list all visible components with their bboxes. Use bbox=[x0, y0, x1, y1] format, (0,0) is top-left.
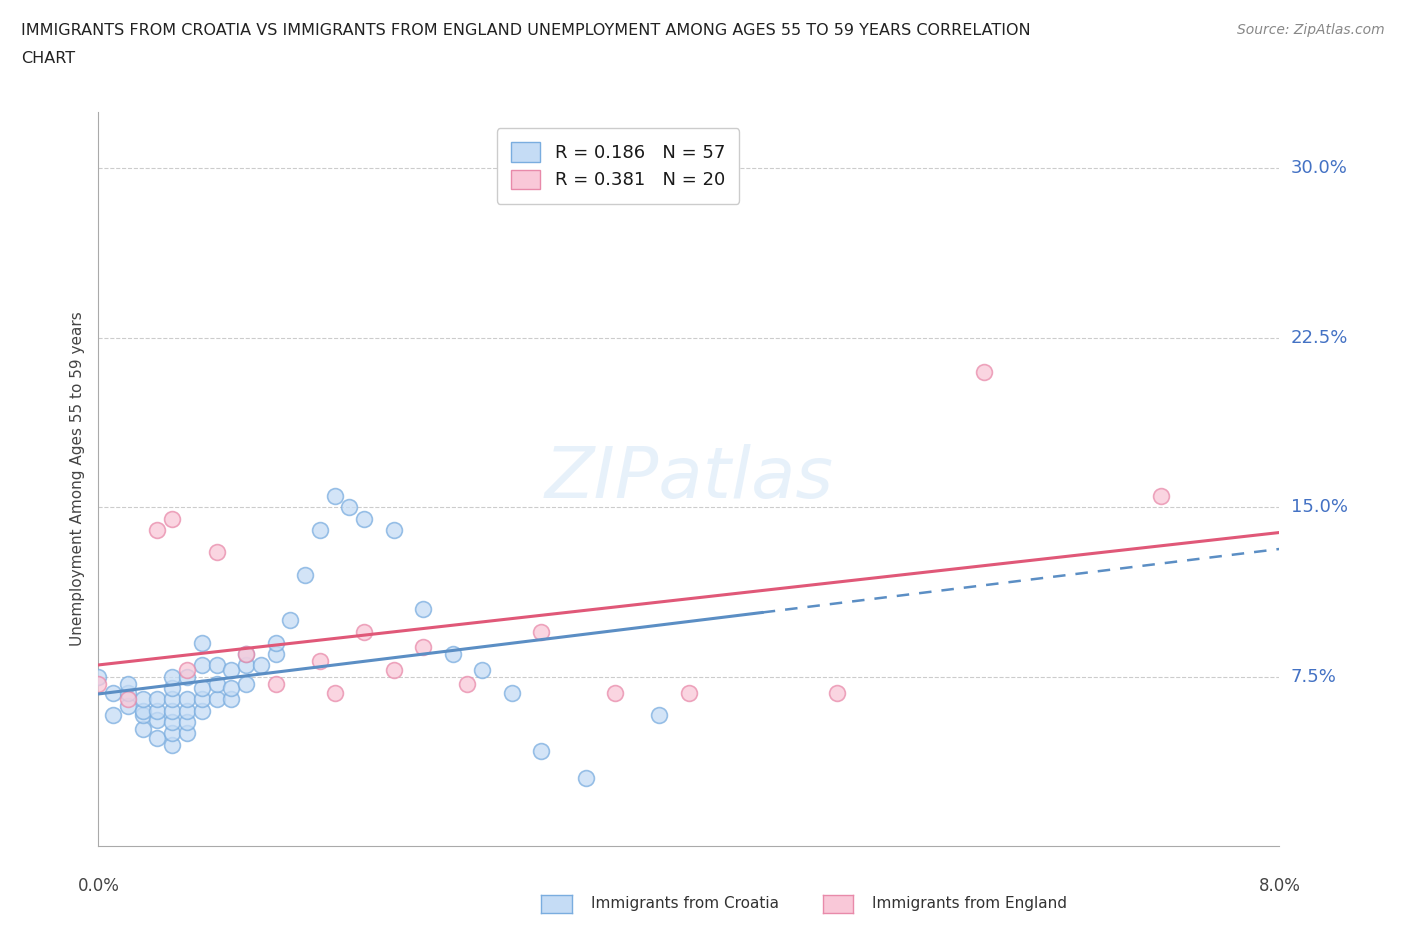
Text: Immigrants from England: Immigrants from England bbox=[872, 897, 1067, 911]
Point bbox=[309, 654, 332, 669]
Point bbox=[162, 714, 183, 729]
Point bbox=[176, 662, 198, 677]
Point bbox=[382, 523, 405, 538]
Point bbox=[221, 681, 243, 696]
Point bbox=[146, 523, 169, 538]
Point bbox=[264, 635, 287, 650]
Point bbox=[191, 703, 214, 718]
Point bbox=[294, 567, 316, 582]
Point bbox=[339, 499, 361, 514]
Point bbox=[146, 692, 169, 707]
Point bbox=[221, 662, 243, 677]
Point bbox=[176, 725, 198, 740]
Point bbox=[176, 714, 198, 729]
Text: 15.0%: 15.0% bbox=[1291, 498, 1347, 516]
Point bbox=[323, 685, 346, 700]
Point bbox=[205, 658, 228, 673]
Point bbox=[103, 685, 125, 700]
Point bbox=[221, 692, 243, 707]
Point bbox=[280, 613, 302, 628]
Y-axis label: Unemployment Among Ages 55 to 59 years: Unemployment Among Ages 55 to 59 years bbox=[69, 312, 84, 646]
Point bbox=[471, 662, 494, 677]
Point bbox=[530, 624, 553, 639]
Point bbox=[176, 703, 198, 718]
Point bbox=[235, 646, 257, 661]
Point bbox=[973, 365, 995, 379]
Point bbox=[117, 676, 139, 691]
Point bbox=[648, 708, 671, 723]
Point bbox=[191, 681, 214, 696]
Point bbox=[309, 523, 332, 538]
Point bbox=[146, 712, 169, 727]
Point bbox=[605, 685, 627, 700]
Point bbox=[825, 685, 848, 700]
Point bbox=[678, 685, 700, 700]
Point bbox=[146, 703, 169, 718]
Point bbox=[457, 676, 479, 691]
Text: CHART: CHART bbox=[21, 51, 75, 66]
Point bbox=[235, 676, 257, 691]
Point bbox=[191, 692, 214, 707]
Text: ZIPatlas: ZIPatlas bbox=[544, 445, 834, 513]
Point bbox=[162, 681, 183, 696]
Point bbox=[162, 692, 183, 707]
Point bbox=[87, 670, 110, 684]
Point bbox=[87, 676, 110, 691]
Point bbox=[162, 670, 183, 684]
Point bbox=[117, 698, 139, 713]
Point bbox=[162, 725, 183, 740]
Point bbox=[132, 703, 155, 718]
Point bbox=[441, 646, 464, 661]
Point bbox=[353, 624, 375, 639]
Point bbox=[250, 658, 273, 673]
Text: 8.0%: 8.0% bbox=[1258, 877, 1301, 895]
Text: IMMIGRANTS FROM CROATIA VS IMMIGRANTS FROM ENGLAND UNEMPLOYMENT AMONG AGES 55 TO: IMMIGRANTS FROM CROATIA VS IMMIGRANTS FR… bbox=[21, 23, 1031, 38]
Point bbox=[103, 708, 125, 723]
Text: Immigrants from Croatia: Immigrants from Croatia bbox=[591, 897, 779, 911]
Point bbox=[412, 602, 434, 617]
Point bbox=[530, 744, 553, 759]
Point bbox=[205, 545, 228, 560]
Legend: R = 0.186   N = 57, R = 0.381   N = 20: R = 0.186 N = 57, R = 0.381 N = 20 bbox=[496, 128, 740, 204]
Point bbox=[501, 685, 523, 700]
Point bbox=[146, 730, 169, 745]
Point bbox=[353, 512, 375, 526]
Point bbox=[162, 737, 183, 752]
Point bbox=[191, 635, 214, 650]
Point bbox=[205, 692, 228, 707]
Point bbox=[235, 646, 257, 661]
Point bbox=[132, 708, 155, 723]
Point bbox=[264, 676, 287, 691]
Point bbox=[191, 658, 214, 673]
Point bbox=[176, 692, 198, 707]
Point bbox=[117, 685, 139, 700]
Point bbox=[235, 658, 257, 673]
Text: 7.5%: 7.5% bbox=[1291, 668, 1337, 685]
Point bbox=[412, 640, 434, 655]
Point bbox=[205, 676, 228, 691]
Point bbox=[132, 722, 155, 737]
Point bbox=[323, 488, 346, 503]
Point bbox=[176, 670, 198, 684]
Point bbox=[117, 692, 139, 707]
Point bbox=[132, 692, 155, 707]
Point bbox=[575, 771, 598, 786]
Text: 0.0%: 0.0% bbox=[77, 877, 120, 895]
Point bbox=[264, 646, 287, 661]
Text: Source: ZipAtlas.com: Source: ZipAtlas.com bbox=[1237, 23, 1385, 37]
Point bbox=[162, 512, 183, 526]
Point bbox=[382, 662, 405, 677]
Point bbox=[162, 703, 183, 718]
Text: 30.0%: 30.0% bbox=[1291, 159, 1347, 177]
Text: 22.5%: 22.5% bbox=[1291, 328, 1348, 347]
Point bbox=[1150, 488, 1173, 503]
